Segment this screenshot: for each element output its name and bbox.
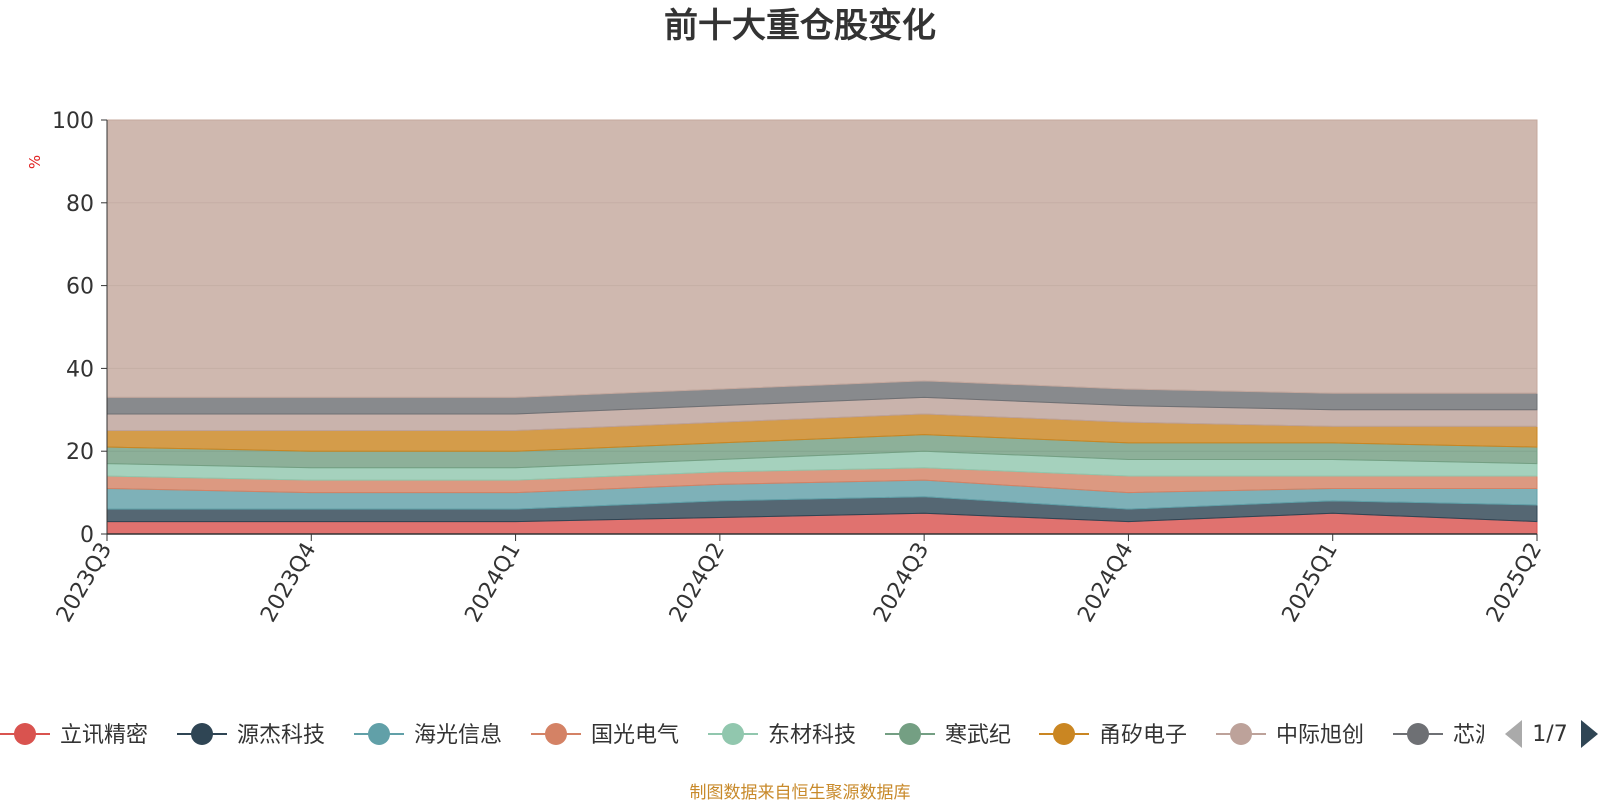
x-tick-label-4: 2024Q3	[869, 539, 934, 627]
y-tick-label-2: 40	[66, 357, 94, 382]
legend-marker-icon	[1407, 723, 1429, 745]
y-axis-label: %	[26, 155, 44, 169]
legend-label: 寒武纪	[945, 723, 1011, 748]
legend-label: 国光电气	[591, 723, 679, 748]
legend-label: 芯源微	[1453, 723, 1519, 748]
chart-title: 前十大重仓股变化	[664, 6, 936, 46]
legend-item-3[interactable]: 国光电气	[531, 723, 679, 748]
x-tick-label-0: 2023Q3	[52, 539, 117, 627]
y-tick-label-1: 20	[66, 440, 94, 465]
legend-item-6[interactable]: 甬矽电子	[1039, 723, 1187, 748]
legend-item-2[interactable]: 海光信息	[354, 723, 502, 748]
y-tick-label-0: 0	[80, 523, 94, 548]
legend-marker-icon	[899, 723, 921, 745]
y-tick-label-4: 80	[66, 192, 94, 217]
x-tick-label-1: 2023Q4	[256, 539, 321, 627]
legend-item-4[interactable]: 东材科技	[708, 723, 856, 748]
x-tick-label-6: 2025Q1	[1278, 539, 1343, 627]
x-tick-label-3: 2024Q2	[665, 539, 730, 627]
legend-marker-icon	[14, 723, 36, 745]
legend-item-0[interactable]: 立讯精密	[0, 723, 148, 748]
legend-label: 中际旭创	[1276, 723, 1364, 748]
legend-marker-icon	[1230, 723, 1252, 745]
legend-prev-arrow-icon[interactable]	[1505, 720, 1522, 748]
area-series-group	[106, 119, 1538, 535]
x-tick-label-5: 2024Q4	[1073, 539, 1138, 627]
legend-item-8[interactable]: 芯源微	[1393, 723, 1519, 748]
legend-label: 东材科技	[768, 723, 856, 748]
legend-marker-icon	[191, 723, 213, 745]
x-tick-label-2: 2024Q1	[460, 539, 525, 627]
legend-marker-icon	[368, 723, 390, 745]
legend-marker-icon	[722, 723, 744, 745]
area-series-9[interactable]	[106, 119, 1538, 398]
legend: 立讯精密 源杰科技 海光信息 国光电气 东材科技 寒武纪 甬矽电子 中际旭创 芯源微 1/7	[0, 720, 1598, 748]
legend-marker-icon	[1053, 723, 1075, 745]
legend-label: 甬矽电子	[1099, 723, 1187, 748]
legend-items: 立讯精密 源杰科技 海光信息 国光电气 东材科技 寒武纪 甬矽电子 中际旭创 芯源微	[0, 723, 1519, 748]
legend-item-7[interactable]: 中际旭创	[1216, 723, 1364, 748]
legend-item-5[interactable]: 寒武纪	[885, 723, 1011, 748]
y-tick-label-3: 60	[66, 275, 94, 300]
legend-marker-icon	[545, 723, 567, 745]
data-source-note: 制图数据来自恒生聚源数据库	[689, 783, 911, 803]
legend-label: 源杰科技	[237, 723, 325, 748]
legend-next-arrow-icon[interactable]	[1581, 720, 1598, 748]
x-tick-label-7: 2025Q2	[1482, 539, 1547, 627]
y-tick-label-5: 100	[52, 109, 94, 134]
legend-label: 海光信息	[414, 723, 502, 748]
legend-label: 立讯精密	[60, 723, 148, 748]
legend-item-1[interactable]: 源杰科技	[177, 723, 325, 748]
legend-page-indicator: 1/7	[1532, 722, 1567, 747]
